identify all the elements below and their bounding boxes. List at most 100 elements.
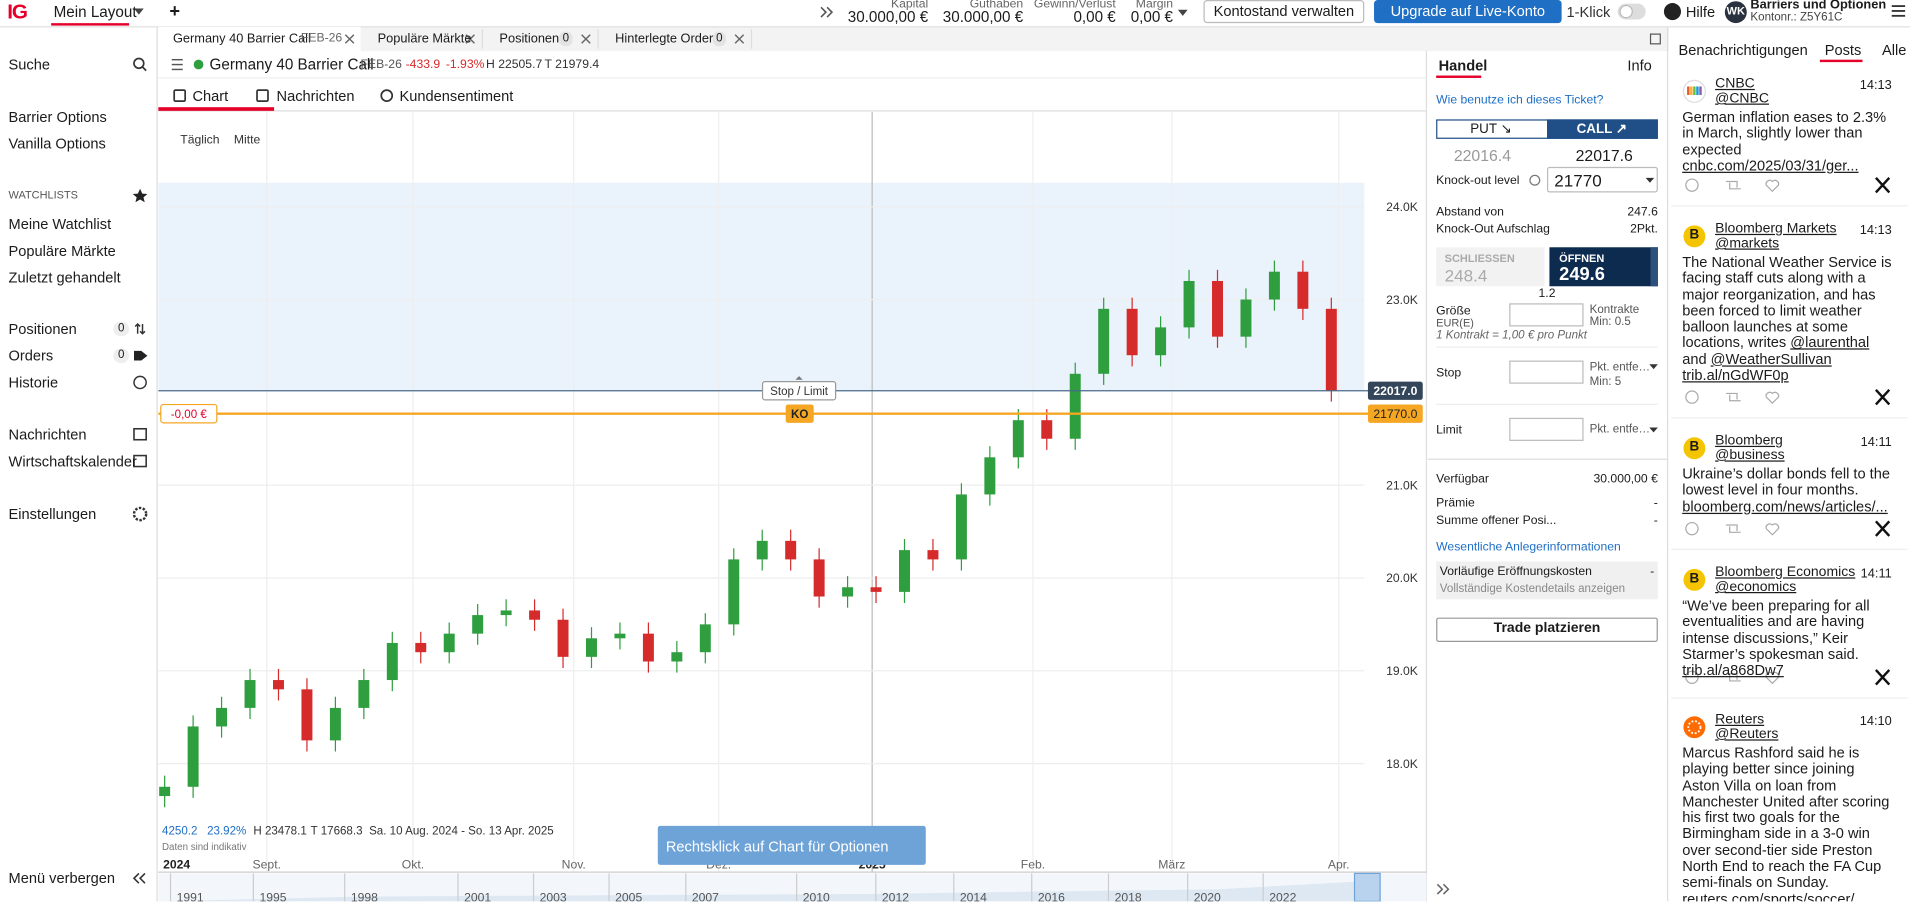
post-link[interactable]: trib.al/nGdWF0p xyxy=(1682,366,1789,384)
candle-body xyxy=(984,457,996,495)
tab[interactable]: Hinterlegte Order xyxy=(615,31,714,47)
sidebar-item[interactable]: Orders xyxy=(8,347,54,365)
kid-link[interactable]: Wesentliche Anlegerinformationen xyxy=(1436,540,1621,555)
account-name[interactable]: Barriers und Optionen xyxy=(1750,0,1887,13)
author-name[interactable]: Bloomberg xyxy=(1715,433,1783,449)
avatar xyxy=(1683,437,1706,460)
ticket-tab[interactable]: Handel xyxy=(1438,57,1488,75)
news-tab[interactable]: Benachrichtigungen xyxy=(1678,41,1808,59)
caret-icon xyxy=(1645,177,1655,183)
ko-label-bg xyxy=(1367,404,1423,423)
sidebar-item[interactable]: Populäre Märkte xyxy=(8,242,116,260)
limit-input[interactable] xyxy=(1509,417,1584,441)
navigator-year: 2016 xyxy=(1038,890,1065,901)
summary-value: - xyxy=(1653,514,1658,528)
author-handle[interactable]: @markets xyxy=(1715,236,1780,251)
field-value: 247.6 xyxy=(1627,205,1658,220)
sidebar-item[interactable]: Zuletzt gehandelt xyxy=(8,269,121,287)
help-link[interactable]: Wie benutze ich dieses Ticket? xyxy=(1436,93,1604,108)
like-icon xyxy=(1765,391,1780,405)
chart-tab[interactable]: Nachrichten xyxy=(276,87,355,105)
stop-limit-label: Stop / Limit xyxy=(770,386,829,398)
hide-menu[interactable]: Menü verbergen xyxy=(8,869,115,887)
search-icon xyxy=(133,57,145,70)
chart-control[interactable]: Mitte xyxy=(233,133,261,148)
author-handle[interactable]: @CNBC xyxy=(1715,91,1770,106)
x-tick-label: Sept. xyxy=(253,858,281,872)
avatar xyxy=(1683,225,1706,248)
sidebar-item[interactable]: Barrier Options xyxy=(8,108,107,126)
post-link[interactable]: trib.al/a868Dw7 xyxy=(1682,661,1784,679)
ticket-tab[interactable]: Info xyxy=(1627,57,1652,75)
author-handle[interactable]: @Reuters xyxy=(1715,727,1779,742)
caret-icon xyxy=(1649,427,1658,433)
like-icon xyxy=(1765,671,1780,685)
tab[interactable]: Positionen xyxy=(499,31,560,47)
y-tick-label: 19.0K xyxy=(1386,664,1418,678)
x-tick-label: März xyxy=(1158,858,1185,872)
add-tab-button[interactable]: + xyxy=(169,1,180,22)
chart-tab[interactable]: Chart xyxy=(192,87,229,105)
chevron-icon xyxy=(826,6,834,18)
open-button[interactable] xyxy=(1549,247,1658,287)
manage-account-button[interactable] xyxy=(1203,0,1365,24)
post-link[interactable]: @laurenthal xyxy=(1790,334,1870,352)
navigator-year: 2001 xyxy=(464,890,491,901)
sidebar-item[interactable]: Historie xyxy=(8,373,59,392)
range-period: Sa. 10 Aug. 2024 - So. 13 Apr. 2025 xyxy=(369,824,554,839)
post-link[interactable]: cnbc.com/2025/03/31/ger... xyxy=(1682,157,1859,175)
put-option[interactable]: PUT ↘ xyxy=(1470,121,1512,136)
caret-icon xyxy=(1177,9,1188,16)
sidebar-item[interactable]: Einstellungen xyxy=(8,505,97,523)
avatar xyxy=(1683,568,1706,591)
candle-body xyxy=(728,559,740,625)
sidebar-item[interactable]: Suche xyxy=(8,56,50,74)
sidebar-item[interactable]: Wirtschaftskalender xyxy=(8,453,137,471)
repost-icon xyxy=(1726,673,1741,682)
post-text: “We’ve been preparing for all eventualit… xyxy=(1682,596,1870,663)
close-button[interactable] xyxy=(1436,247,1545,287)
call-option[interactable]: CALL ↗ xyxy=(1576,121,1628,136)
sidebar-item[interactable]: Vanilla Options xyxy=(8,135,106,153)
author-name[interactable]: Bloomberg Economics xyxy=(1715,565,1856,580)
help-link[interactable]: Hilfe xyxy=(1685,3,1716,21)
sidebar-item[interactable]: Positionen xyxy=(8,320,77,338)
ko-select[interactable] xyxy=(1546,166,1658,193)
post-text: The National Weather Service is facing s… xyxy=(1682,253,1892,352)
costs-link[interactable]: Vollständige Kostendetails anzeigen xyxy=(1439,582,1626,596)
submit-button[interactable] xyxy=(1436,617,1658,642)
upgrade-button[interactable] xyxy=(1374,0,1562,24)
post-link[interactable]: bloomberg.com/news/articles/... xyxy=(1682,497,1888,515)
help-icon xyxy=(1663,3,1681,21)
news-tab[interactable]: Posts xyxy=(1824,41,1862,59)
size-input[interactable] xyxy=(1509,303,1584,327)
author-name[interactable]: CNBC xyxy=(1715,76,1755,92)
news-tab[interactable]: Alle xyxy=(1881,41,1907,59)
avatar xyxy=(1683,716,1706,739)
tab[interactable]: Germany 40 Barrier Call xyxy=(172,31,311,47)
candle-body xyxy=(955,494,967,560)
post-link[interactable]: @WeatherSullivan xyxy=(1710,350,1832,368)
author-name[interactable]: Bloomberg Markets xyxy=(1715,221,1837,237)
sidebar-item[interactable]: Meine Watchlist xyxy=(8,215,112,233)
chart-control[interactable]: Täglich xyxy=(180,133,220,148)
author-handle[interactable]: @business xyxy=(1715,448,1785,463)
ko-price-label: 21770.0 xyxy=(1373,407,1417,421)
stop-input[interactable] xyxy=(1509,360,1584,384)
tab[interactable]: Populäre Märkte xyxy=(377,31,472,47)
author-name[interactable]: Reuters xyxy=(1715,712,1765,728)
candle-body xyxy=(1268,271,1280,300)
chart-tab[interactable]: Kundensentiment xyxy=(399,87,514,105)
author-handle[interactable]: @economics xyxy=(1715,579,1797,595)
navigator-year: 1995 xyxy=(259,890,286,901)
repost-icon xyxy=(1726,392,1741,402)
tab-icon xyxy=(173,89,187,102)
call-selected xyxy=(1546,119,1658,139)
chevron-icon xyxy=(132,872,140,884)
stat-value: 0,00 € xyxy=(1130,8,1174,26)
sidebar-item[interactable]: Nachrichten xyxy=(8,426,87,444)
layout-menu[interactable]: Mein Layout xyxy=(53,3,137,21)
post-link[interactable]: reuters.com/sports/soccer/... xyxy=(1682,890,1867,902)
search-icon xyxy=(141,66,147,72)
badge-bg xyxy=(712,31,726,47)
